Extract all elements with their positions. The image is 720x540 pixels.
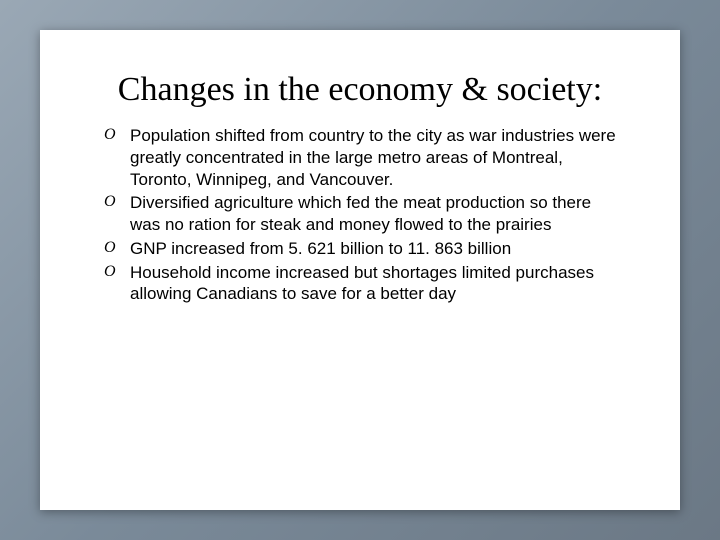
bullet-list: Population shifted from country to the c…: [100, 125, 620, 307]
list-item: Diversified agriculture which fed the me…: [100, 192, 620, 236]
list-item: Household income increased but shortages…: [100, 262, 620, 306]
slide: Changes in the economy & society: Popula…: [40, 30, 680, 510]
list-item: Population shifted from country to the c…: [100, 125, 620, 190]
slide-title: Changes in the economy & society:: [100, 70, 620, 109]
list-item: GNP increased from 5. 621 billion to 11.…: [100, 238, 620, 260]
